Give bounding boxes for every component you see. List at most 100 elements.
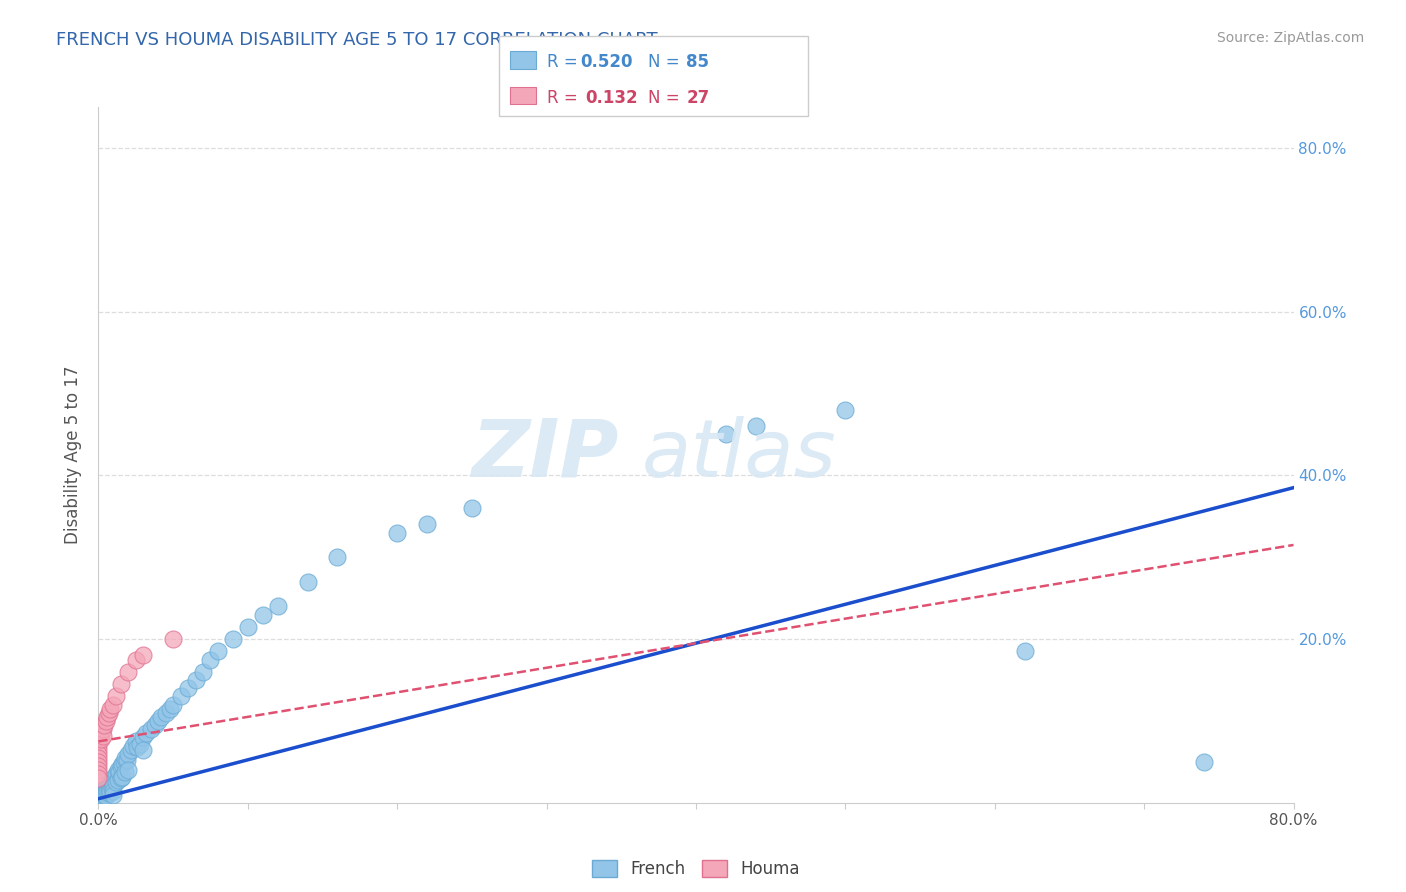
Point bbox=[87, 731, 110, 745]
Point bbox=[117, 747, 139, 761]
Point bbox=[103, 788, 125, 802]
Legend: French, Houma: French, Houma bbox=[585, 854, 807, 885]
Text: N =: N = bbox=[648, 54, 685, 71]
Point bbox=[267, 599, 290, 614]
Point bbox=[87, 789, 110, 804]
Point bbox=[177, 681, 200, 696]
Point bbox=[101, 772, 124, 787]
Point bbox=[129, 737, 152, 751]
Point bbox=[169, 690, 191, 704]
Point bbox=[110, 771, 132, 785]
Point bbox=[103, 775, 125, 789]
Text: 27: 27 bbox=[686, 89, 710, 107]
Point bbox=[110, 677, 132, 691]
Point bbox=[93, 788, 115, 802]
Text: Source: ZipAtlas.com: Source: ZipAtlas.com bbox=[1216, 31, 1364, 45]
Point bbox=[114, 751, 136, 765]
Point bbox=[115, 753, 138, 767]
Point bbox=[101, 780, 124, 795]
Point bbox=[207, 644, 229, 658]
Point bbox=[121, 739, 143, 753]
Point bbox=[87, 755, 110, 769]
Point bbox=[91, 786, 114, 800]
Point bbox=[326, 550, 349, 565]
Point bbox=[87, 791, 110, 805]
Point bbox=[148, 714, 170, 728]
Point bbox=[184, 673, 207, 687]
Point bbox=[105, 690, 128, 704]
Point bbox=[114, 764, 136, 779]
Point bbox=[87, 734, 110, 748]
Point bbox=[155, 706, 177, 720]
Point bbox=[97, 778, 120, 792]
Point bbox=[87, 771, 110, 785]
Point bbox=[714, 427, 737, 442]
Point bbox=[132, 648, 155, 663]
Point bbox=[236, 620, 259, 634]
Point bbox=[103, 780, 125, 794]
Point bbox=[191, 665, 214, 679]
Point bbox=[200, 652, 222, 666]
Point bbox=[112, 755, 135, 769]
Point bbox=[87, 788, 110, 802]
Point bbox=[105, 775, 128, 789]
Text: 0.132: 0.132 bbox=[585, 89, 637, 107]
Point bbox=[105, 767, 128, 781]
Point bbox=[1192, 755, 1215, 769]
Point bbox=[103, 698, 125, 712]
Point bbox=[120, 742, 142, 756]
Point bbox=[100, 775, 122, 789]
Point bbox=[385, 525, 409, 540]
Point bbox=[87, 790, 110, 805]
Point bbox=[125, 652, 148, 666]
Point bbox=[222, 632, 245, 646]
Point bbox=[94, 780, 117, 795]
Point bbox=[87, 759, 110, 773]
Point bbox=[127, 740, 149, 755]
Point bbox=[96, 780, 118, 794]
Point bbox=[93, 784, 115, 798]
Point bbox=[143, 718, 166, 732]
Point bbox=[117, 665, 139, 679]
Point bbox=[96, 710, 118, 724]
Point bbox=[108, 764, 131, 779]
Point bbox=[87, 793, 110, 807]
Point bbox=[87, 739, 110, 753]
Point bbox=[107, 763, 129, 777]
Point bbox=[87, 788, 110, 802]
Point bbox=[132, 731, 155, 745]
Text: N =: N = bbox=[648, 89, 685, 107]
Point bbox=[87, 747, 110, 761]
Point bbox=[97, 786, 120, 800]
Point bbox=[94, 714, 117, 728]
Point bbox=[103, 783, 125, 797]
Point bbox=[94, 786, 117, 800]
Point bbox=[162, 632, 184, 646]
Text: ZIP: ZIP bbox=[471, 416, 619, 494]
Point bbox=[87, 790, 110, 805]
Point bbox=[97, 706, 120, 720]
Text: R =: R = bbox=[547, 89, 588, 107]
Point bbox=[162, 698, 184, 712]
Point bbox=[150, 710, 173, 724]
Point bbox=[111, 770, 134, 784]
Point bbox=[103, 771, 125, 785]
Point bbox=[252, 607, 274, 622]
Point bbox=[94, 789, 117, 804]
Point bbox=[87, 751, 110, 765]
Point bbox=[100, 780, 122, 794]
Point bbox=[461, 501, 484, 516]
Point bbox=[107, 772, 129, 787]
Point bbox=[100, 701, 122, 715]
Point bbox=[91, 788, 114, 802]
Point bbox=[1014, 644, 1036, 658]
Point bbox=[97, 780, 120, 795]
Point bbox=[90, 731, 112, 746]
Point bbox=[125, 734, 148, 748]
Point bbox=[87, 792, 110, 806]
Point bbox=[90, 726, 112, 740]
Point bbox=[87, 742, 110, 756]
Point bbox=[416, 517, 439, 532]
Point bbox=[87, 763, 110, 777]
Text: R =: R = bbox=[547, 54, 583, 71]
